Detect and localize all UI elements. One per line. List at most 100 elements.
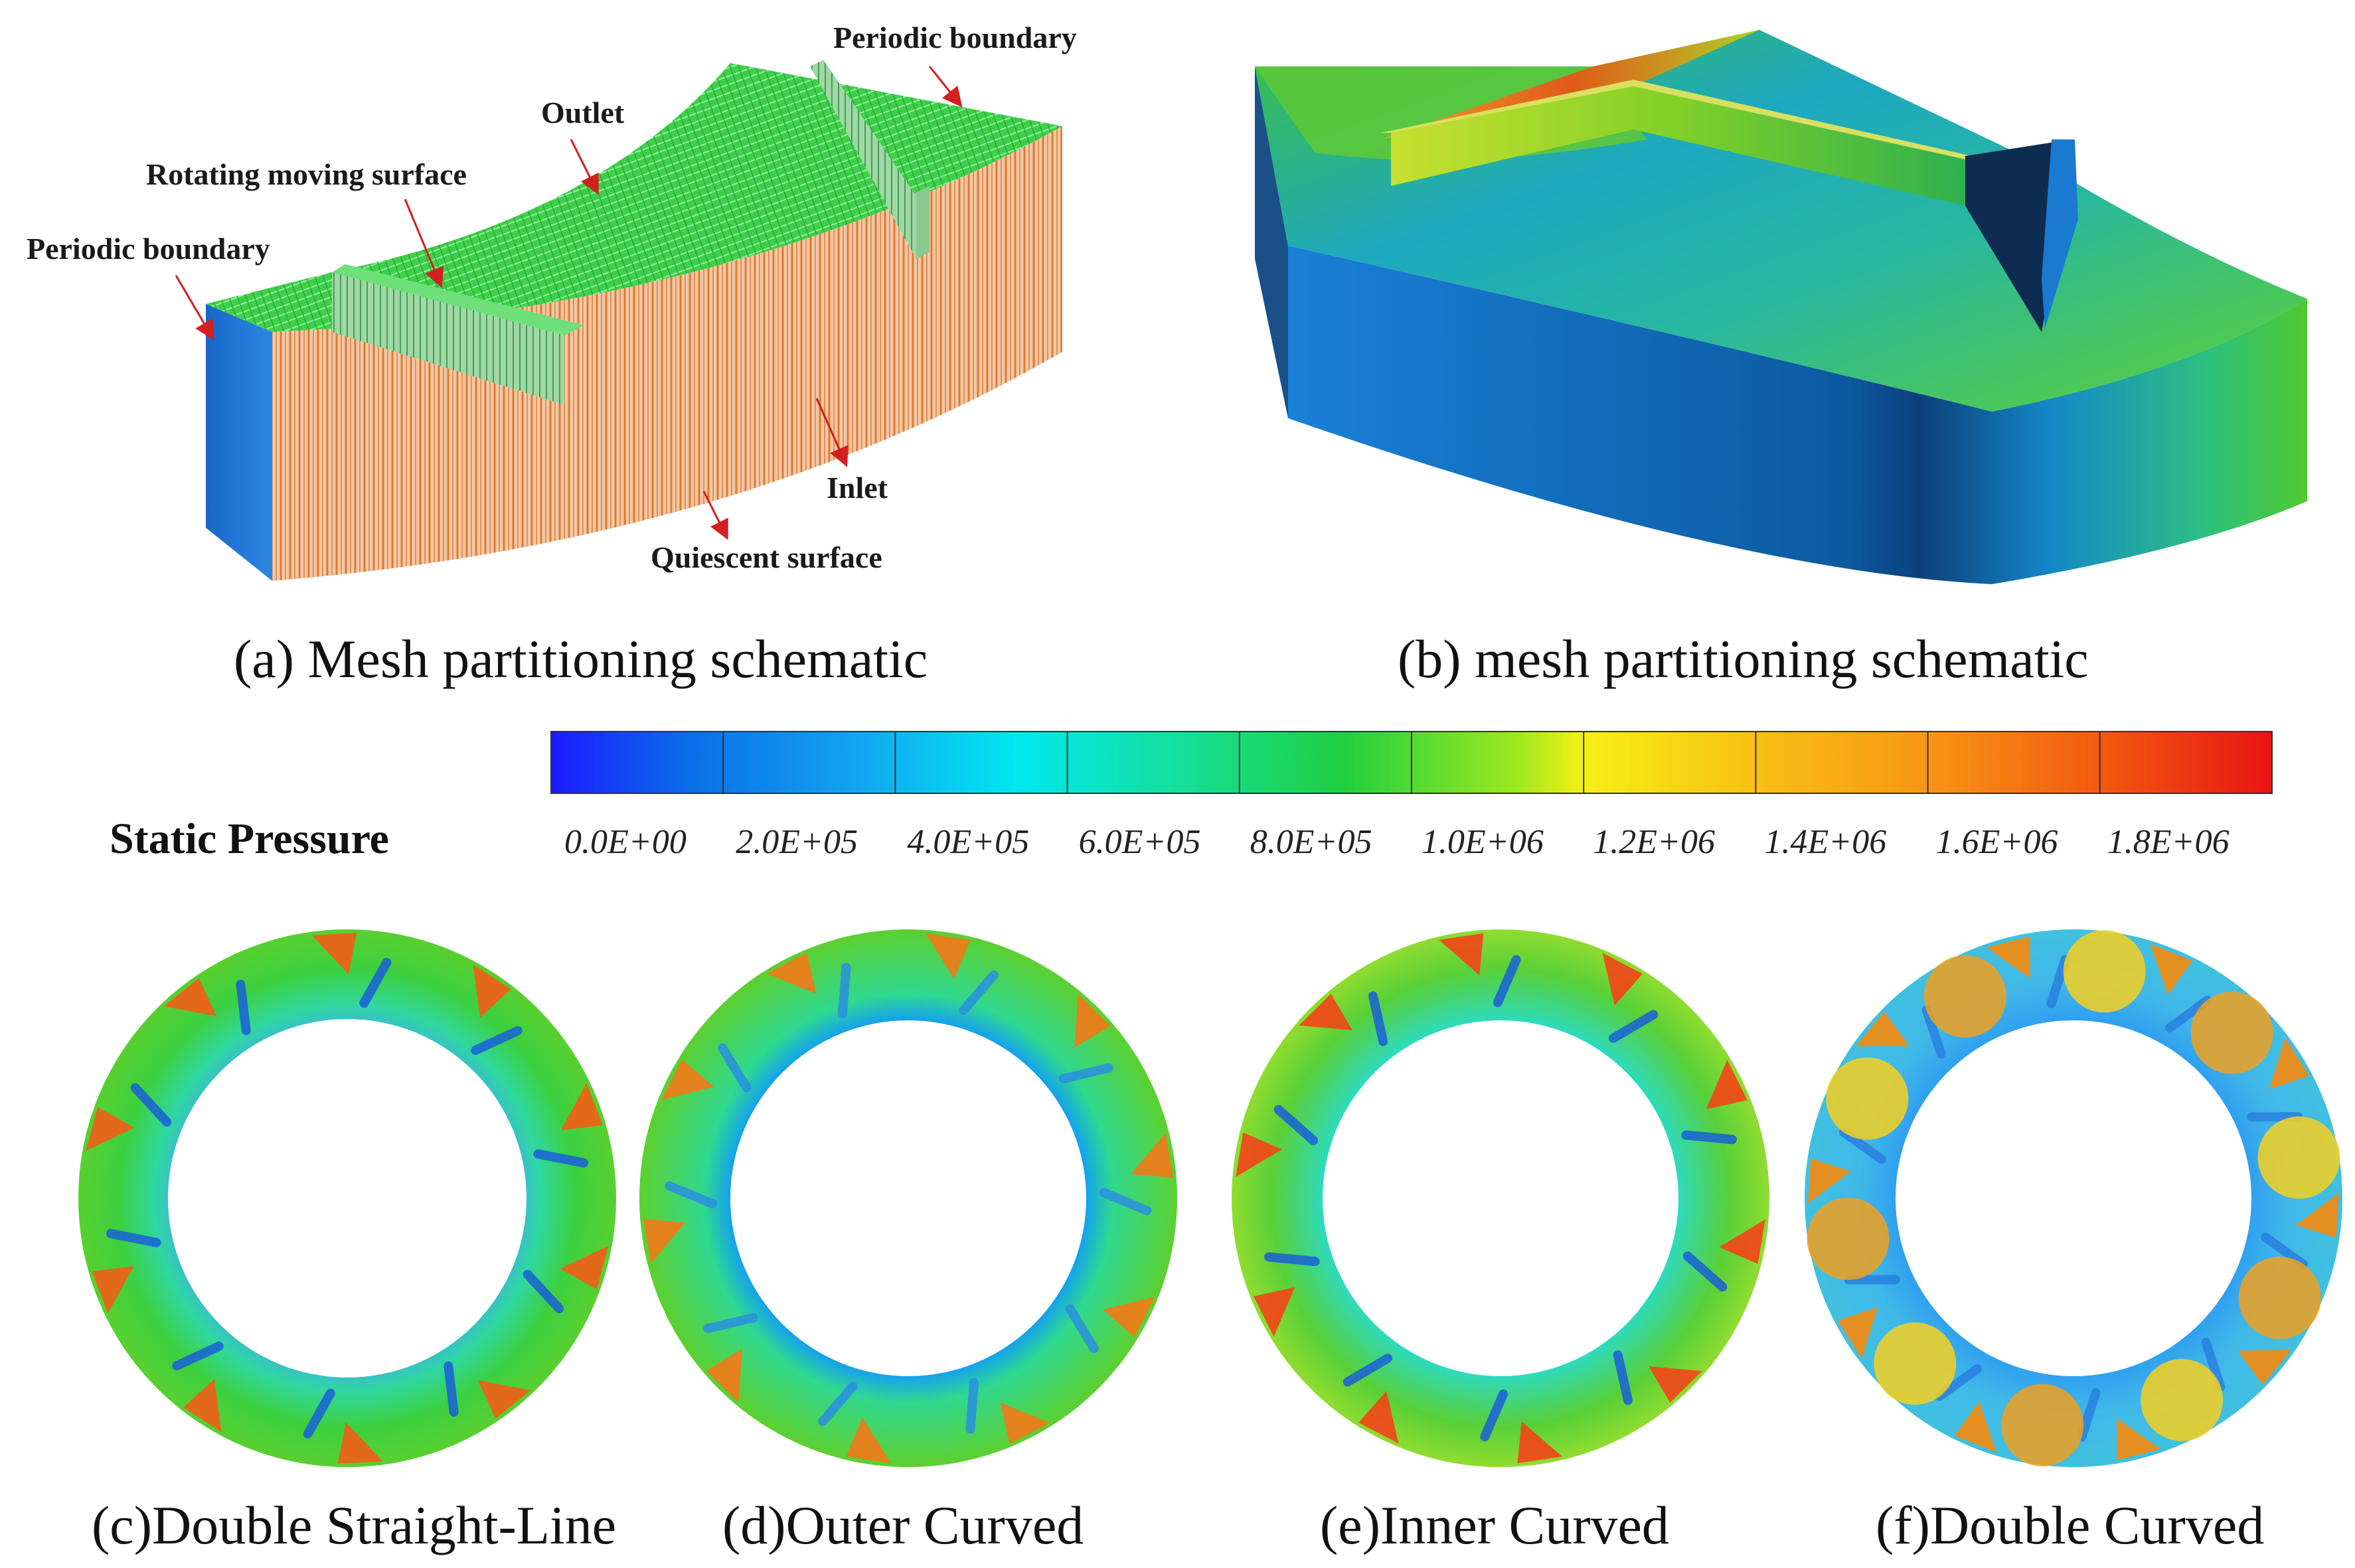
- ring-low-pressure-streak: [2165, 995, 2212, 1033]
- ring-low-pressure-streak: [106, 1229, 161, 1247]
- ring-high-pressure-spot: [560, 1245, 609, 1290]
- ring-high-pressure-spot: [92, 1266, 134, 1314]
- ring-f-warm-patch: [2001, 1383, 2084, 1466]
- caption-e: (e)Inner Curved: [1320, 1495, 1669, 1555]
- ring-high-pressure-spot: [1706, 1059, 1747, 1109]
- ring-c-spots: [86, 933, 609, 1464]
- ring-high-pressure-spot: [2269, 1038, 2310, 1089]
- colorbar-tick-label: 1.6E+06: [1936, 823, 2058, 861]
- ring-high-pressure-spot: [661, 1059, 714, 1100]
- ring-c-hole: [168, 1019, 527, 1377]
- ring-low-pressure-streak: [1273, 1105, 1319, 1145]
- ring-low-pressure-streak: [533, 1149, 589, 1168]
- ring-f-hole: [1896, 1020, 2251, 1376]
- blade-wall-left: [332, 272, 564, 405]
- ring-f-warm-patch: [1826, 1057, 1909, 1140]
- ring-f-warm-patch: [1923, 955, 2006, 1038]
- ring-high-pressure-spot: [560, 1083, 603, 1131]
- b-rib-top: [1381, 80, 1972, 159]
- ring-f-warm-patch: [2257, 1116, 2340, 1199]
- b-blade-face: [2042, 139, 2078, 329]
- colorbar-ticks: 0.0E+00 2.0E+05 4.0E+05 6.0E+05 8.0E+05 1.0E+…: [564, 823, 2230, 861]
- blade-wall-top: [332, 264, 584, 335]
- panel-c-ring: (c)Double Straight-Line: [78, 929, 616, 1555]
- ring-low-pressure-streak: [359, 957, 392, 1008]
- colorbar-tick-label: 2.0E+05: [736, 823, 858, 861]
- ring-f-warm-patch: [1874, 1322, 1957, 1405]
- b-left-face: [1255, 66, 1288, 418]
- ring-low-pressure-streak: [2261, 1232, 2308, 1269]
- ring-high-pressure-spot: [2237, 1350, 2292, 1385]
- ring-high-pressure-spot: [337, 1422, 383, 1464]
- ring-high-pressure-spot: [2117, 1418, 2161, 1460]
- colorbar-tick-label: 0.0E+00: [564, 823, 687, 861]
- ring-high-pressure-spot: [643, 1219, 686, 1264]
- caption-f: (f)Double Curved: [1876, 1495, 2264, 1555]
- b-peak: [1381, 30, 1759, 139]
- ring-high-pressure-spot: [1837, 1307, 1878, 1359]
- ring-low-pressure-streak: [1613, 1350, 1633, 1405]
- colorbar-tick-label: 1.4E+06: [1764, 823, 1886, 861]
- ring-high-pressure-spot: [1517, 1421, 1562, 1464]
- caption-c: (c)Double Straight-Line: [92, 1495, 616, 1555]
- ring-high-pressure-spot: [1855, 1012, 1909, 1047]
- ring-low-pressure-streak: [236, 979, 251, 1036]
- b-side-face: [1288, 246, 2307, 584]
- ring-d-spots: [643, 933, 1173, 1464]
- ring-f-warm-patch: [2238, 1257, 2321, 1340]
- ring-f-warm-patch: [2190, 991, 2273, 1074]
- ring-low-pressure-streak: [303, 1388, 335, 1439]
- panel-f-ring: (f)Double Curved: [1805, 929, 2342, 1555]
- panel-a-mesh-schematic: Periodic boundary Outlet Rotating moving…: [27, 21, 1077, 689]
- ring-high-pressure-spot: [1299, 994, 1352, 1030]
- arrow-quiescent: [702, 491, 728, 540]
- blade-wall-right: [810, 60, 923, 259]
- ring-low-pressure-streak: [1264, 1252, 1320, 1267]
- ring-high-pressure-spot: [846, 1417, 891, 1464]
- label-inlet: Inlet: [827, 471, 888, 505]
- panel-e-ring: (e)Inner Curved: [1232, 929, 1769, 1555]
- periodic-side-face: [206, 304, 272, 581]
- colorbar-dividers: [722, 732, 2101, 793]
- ring-high-pressure-spot: [1254, 1287, 1295, 1337]
- ring-high-pressure-spot: [1131, 1133, 1173, 1178]
- caption-d: (d)Outer Curved: [722, 1495, 1084, 1555]
- ring-low-pressure-streak: [965, 1377, 979, 1434]
- arrow-periodic-left: [175, 275, 214, 341]
- colorbar-tick-label: 1.8E+06: [2107, 823, 2230, 861]
- ring-high-pressure-spot: [926, 933, 971, 979]
- ring-high-pressure-spot: [86, 1107, 135, 1151]
- ring-low-pressure-streak: [444, 1361, 459, 1417]
- ring-low-pressure-streak: [959, 970, 999, 1015]
- ring-low-pressure-streak: [172, 1341, 224, 1371]
- ring-low-pressure-streak: [471, 1026, 523, 1056]
- ring-high-pressure-spot: [2150, 944, 2193, 995]
- ring-high-pressure-spot: [2296, 1193, 2339, 1238]
- ring-low-pressure-streak: [2077, 1388, 2101, 1442]
- ring-f-warm-patch: [2063, 930, 2146, 1013]
- ring-low-pressure-streak: [703, 1313, 758, 1334]
- quiescent-side-face: [272, 126, 1062, 581]
- ring-low-pressure-streak: [1065, 1304, 1099, 1354]
- ring-high-pressure-spot: [1808, 1158, 1851, 1204]
- ring-high-pressure-spot: [163, 978, 217, 1016]
- ring-high-pressure-spot: [706, 1348, 743, 1403]
- ring-low-pressure-streak: [1921, 1005, 1946, 1059]
- b-rib-front: [1391, 86, 1965, 206]
- ring-high-pressure-spot: [1074, 994, 1111, 1048]
- ring-high-pressure-spot: [1236, 1133, 1282, 1178]
- ring-e-spots: [1236, 933, 1765, 1464]
- ring-low-pressure-streak: [1609, 1010, 1659, 1043]
- colorbar-tick-label: 1.0E+06: [1421, 823, 1544, 861]
- ring-d-hole: [730, 1020, 1086, 1376]
- ring-high-pressure-spot: [1719, 1219, 1765, 1264]
- ring-low-pressure-streak: [1099, 1188, 1152, 1215]
- ring-low-pressure-streak: [1681, 1130, 1737, 1144]
- ring-f-spots: [1807, 930, 2340, 1466]
- ring-low-pressure-streak: [2046, 955, 2070, 1008]
- panel-b-pressure-3d: (b) mesh partitioning schematic: [1255, 30, 2307, 689]
- arrow-periodic-top: [928, 66, 963, 108]
- colorbar-tick-label: 1.2E+06: [1593, 823, 1715, 861]
- ring-low-pressure-streak: [818, 1381, 858, 1427]
